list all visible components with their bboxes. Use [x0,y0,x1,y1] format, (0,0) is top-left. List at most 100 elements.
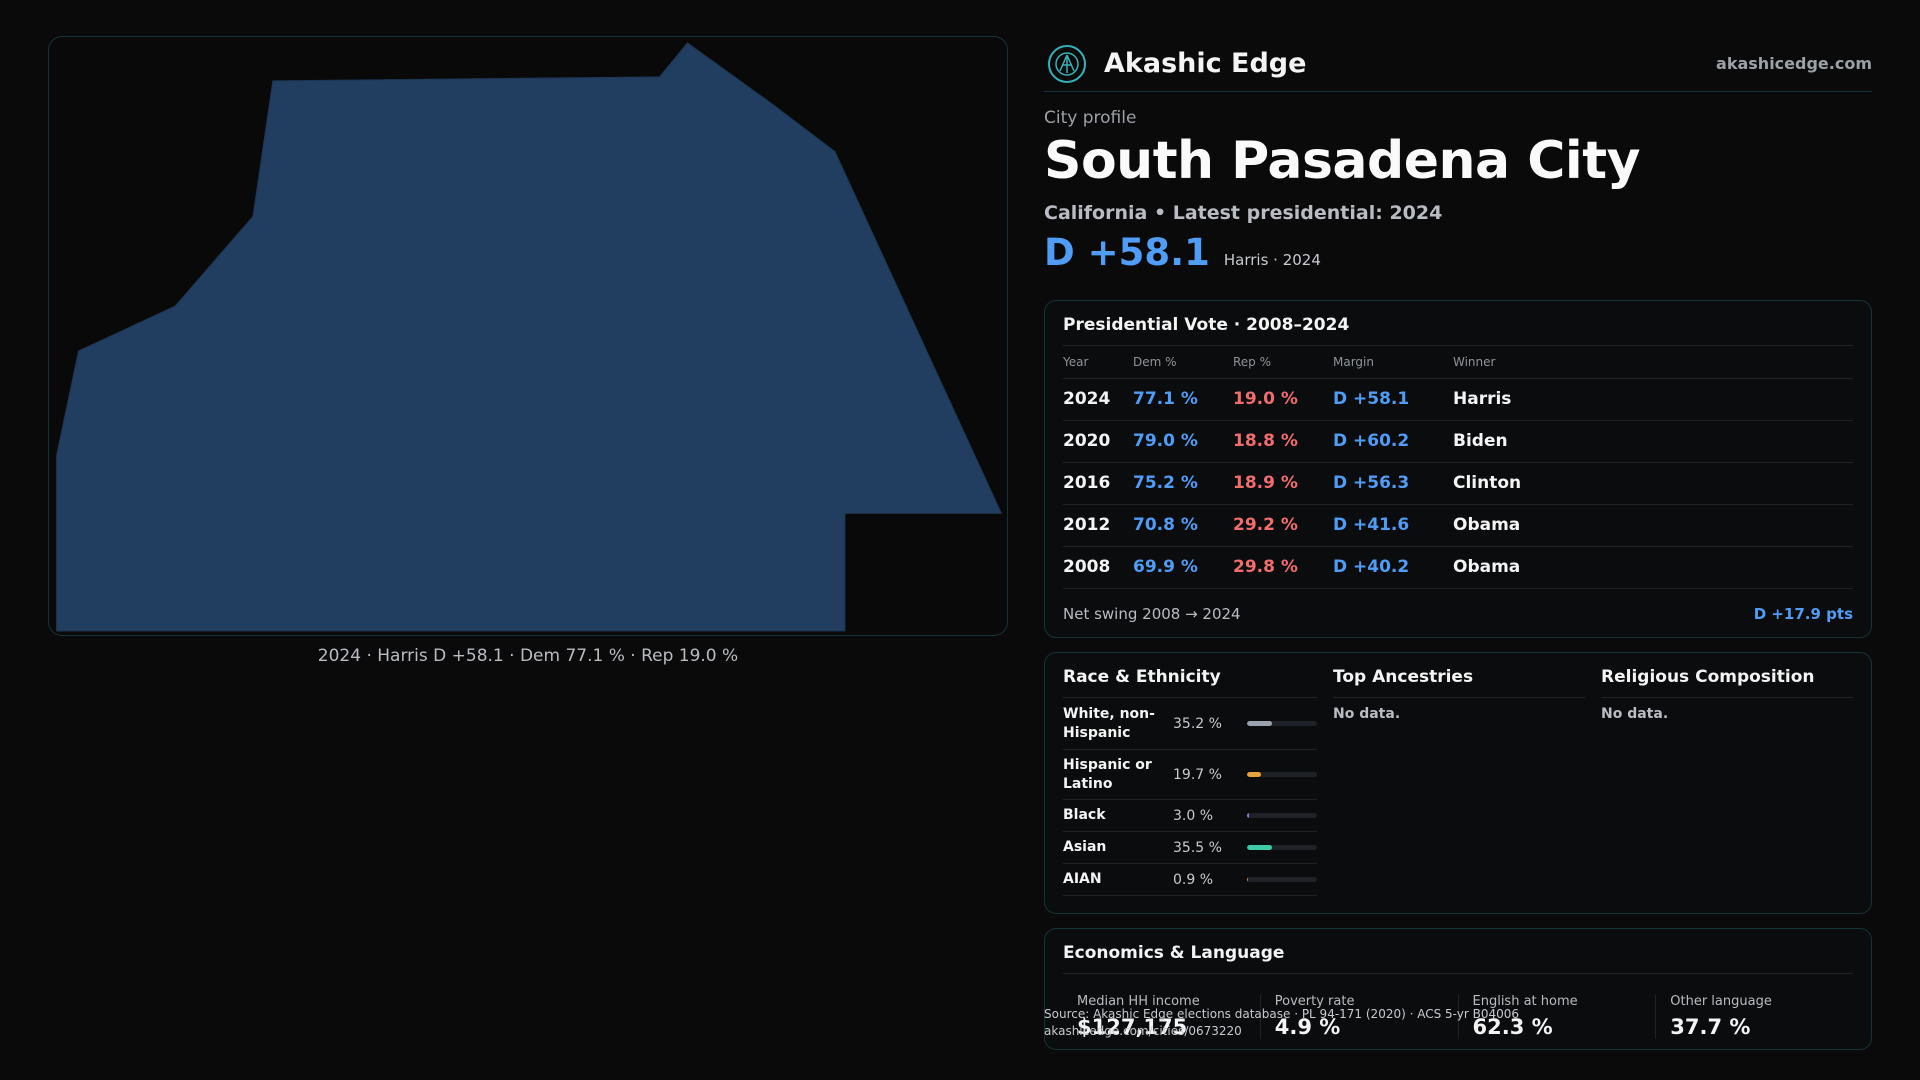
race-bar-fill [1247,772,1261,777]
column-header-year: Year [1063,346,1133,379]
stat-poverty-rate: Poverty rate 4.9 % [1259,994,1458,1039]
row-margin: D +56.3 [1333,462,1453,505]
row-winner: Obama [1453,546,1853,589]
table-row: 2012 70.8 % 29.2 % D +41.6 Obama [1063,504,1853,547]
race-name: Hispanic or Latino [1063,757,1152,792]
race-bar [1247,877,1317,882]
profile-eyebrow: City profile [1044,108,1137,128]
table-row: 2008 69.9 % 29.8 % D +40.2 Obama [1063,546,1853,589]
stat-value: 37.7 % [1670,1015,1751,1039]
stat-median-income: Median HH income $127,175 [1063,994,1260,1039]
race-bar [1247,721,1317,726]
row-rep: 29.8 % [1233,546,1333,589]
column-header-dem: Dem % [1133,346,1233,379]
row-rep: 18.9 % [1233,462,1333,505]
row-winner: Clinton [1453,462,1853,505]
religious-composition-empty: No data. [1601,706,1669,722]
presidential-vote-card: Presidential Vote · 2008–2024 Year Dem %… [1044,300,1872,638]
top-ancestries-title: Top Ancestries [1333,667,1474,687]
city-boundary-svg [56,42,1003,632]
stat-label: Median HH income [1077,994,1200,1009]
row-rep: 18.8 % [1233,420,1333,463]
stat-label: English at home [1472,994,1578,1009]
footer-url[interactable]: akashicedge.com/cities/0673220 [1044,1023,1242,1038]
race-row-black: Black 3.0 % [1063,800,1317,832]
row-margin: D +58.1 [1333,378,1453,421]
race-pct: 19.7 % [1173,766,1222,783]
race-row-aian: AIAN 0.9 % [1063,864,1317,896]
race-bar-fill [1247,813,1250,818]
stat-value: 62.3 % [1472,1015,1553,1039]
row-year: 2024 [1063,378,1133,421]
row-year: 2012 [1063,504,1133,547]
row-dem: 75.2 % [1133,462,1233,505]
table-row: 2016 75.2 % 18.9 % D +56.3 Clinton [1063,462,1853,505]
stat-other-language: Other language 37.7 % [1655,994,1853,1039]
column-header-margin: Margin [1333,346,1453,379]
religious-composition-title: Religious Composition [1601,667,1815,687]
latest-margin: D +58.1 Harris · 2024 [1044,234,1872,271]
row-rep: 29.2 % [1233,504,1333,547]
race-row-hispanic: Hispanic or Latino 19.7 % [1063,750,1317,800]
race-ethnicity-title: Race & Ethnicity [1063,667,1221,687]
net-swing-label: Net swing 2008 → 2024 [1063,604,1241,623]
profile-subtitle: California • Latest presidential: 2024 [1044,201,1443,224]
row-margin: D +60.2 [1333,420,1453,463]
economics-language-title: Economics & Language [1063,943,1285,963]
row-dem: 79.0 % [1133,420,1233,463]
table-header-row: Year Dem % Rep % Margin Winner [1063,346,1853,379]
row-year: 2020 [1063,420,1133,463]
net-swing: Net swing 2008 → 2024 D +17.9 pts [1063,605,1853,623]
race-bar [1247,845,1317,850]
map-caption: 2024 · Harris D +58.1 · Dem 77.1 % · Rep… [317,646,739,666]
footer: Source: Akashic Edge elections database … [1044,1006,1519,1040]
row-year: 2008 [1063,546,1133,589]
latest-margin-value: D +58.1 [1044,230,1210,274]
stat-value: $127,175 [1077,1015,1188,1039]
brand-name: Akashic Edge [1104,48,1307,79]
stat-value: 4.9 % [1274,1015,1341,1039]
column-header-rep: Rep % [1233,346,1333,379]
row-margin: D +40.2 [1333,546,1453,589]
race-bar-fill [1247,877,1248,882]
latest-margin-note: Harris · 2024 [1223,250,1321,269]
top-ancestries-empty: No data. [1333,706,1401,722]
site-link[interactable]: akashicedge.com [1716,54,1872,73]
economics-language-card: Economics & Language Median HH income $1… [1044,928,1872,1050]
race-pct: 0.9 % [1173,871,1214,888]
race-bar [1247,813,1317,818]
row-winner: Obama [1453,504,1853,547]
city-boundary-map [48,36,1008,636]
race-pct: 35.2 % [1173,715,1222,732]
top-ancestries-section: Top Ancestries No data. [1333,667,1585,899]
stat-label: Poverty rate [1274,994,1355,1009]
row-year: 2016 [1063,462,1133,505]
row-dem: 69.9 % [1133,546,1233,589]
header: Akashic Edge akashicedge.com [1044,36,1872,92]
race-row-white: White, non-Hispanic 35.2 % [1063,698,1317,750]
akashic-edge-logo-icon [1048,44,1086,83]
page-title: South Pasadena City [1044,131,1640,191]
demographics-card: Race & Ethnicity White, non-Hispanic 35.… [1044,652,1872,914]
race-name: AIAN [1063,871,1102,888]
row-dem: 70.8 % [1133,504,1233,547]
stat-english-at-home: English at home 62.3 % [1457,994,1656,1039]
economics-stats: Median HH income $127,175 Poverty rate 4… [1063,994,1853,1039]
race-name: Asian [1063,839,1107,856]
row-rep: 19.0 % [1233,378,1333,421]
stat-label: Other language [1670,994,1772,1009]
row-winner: Harris [1453,378,1853,421]
net-swing-value: D +17.9 pts [1753,604,1853,623]
race-bar [1247,772,1317,777]
race-row-asian: Asian 35.5 % [1063,832,1317,864]
city-boundary-shape [56,42,1003,632]
presidential-vote-title: Presidential Vote · 2008–2024 [1063,315,1350,335]
race-name: Black [1063,807,1106,824]
table-row: 2020 79.0 % 18.8 % D +60.2 Biden [1063,420,1853,463]
religious-composition-section: Religious Composition No data. [1601,667,1853,899]
race-bar-fill [1247,845,1272,850]
footer-source: Source: Akashic Edge elections database … [1044,1007,1520,1021]
row-winner: Biden [1453,420,1853,463]
race-pct: 35.5 % [1173,839,1222,856]
presidential-vote-table: Year Dem % Rep % Margin Winner 2024 77.1… [1063,346,1853,589]
